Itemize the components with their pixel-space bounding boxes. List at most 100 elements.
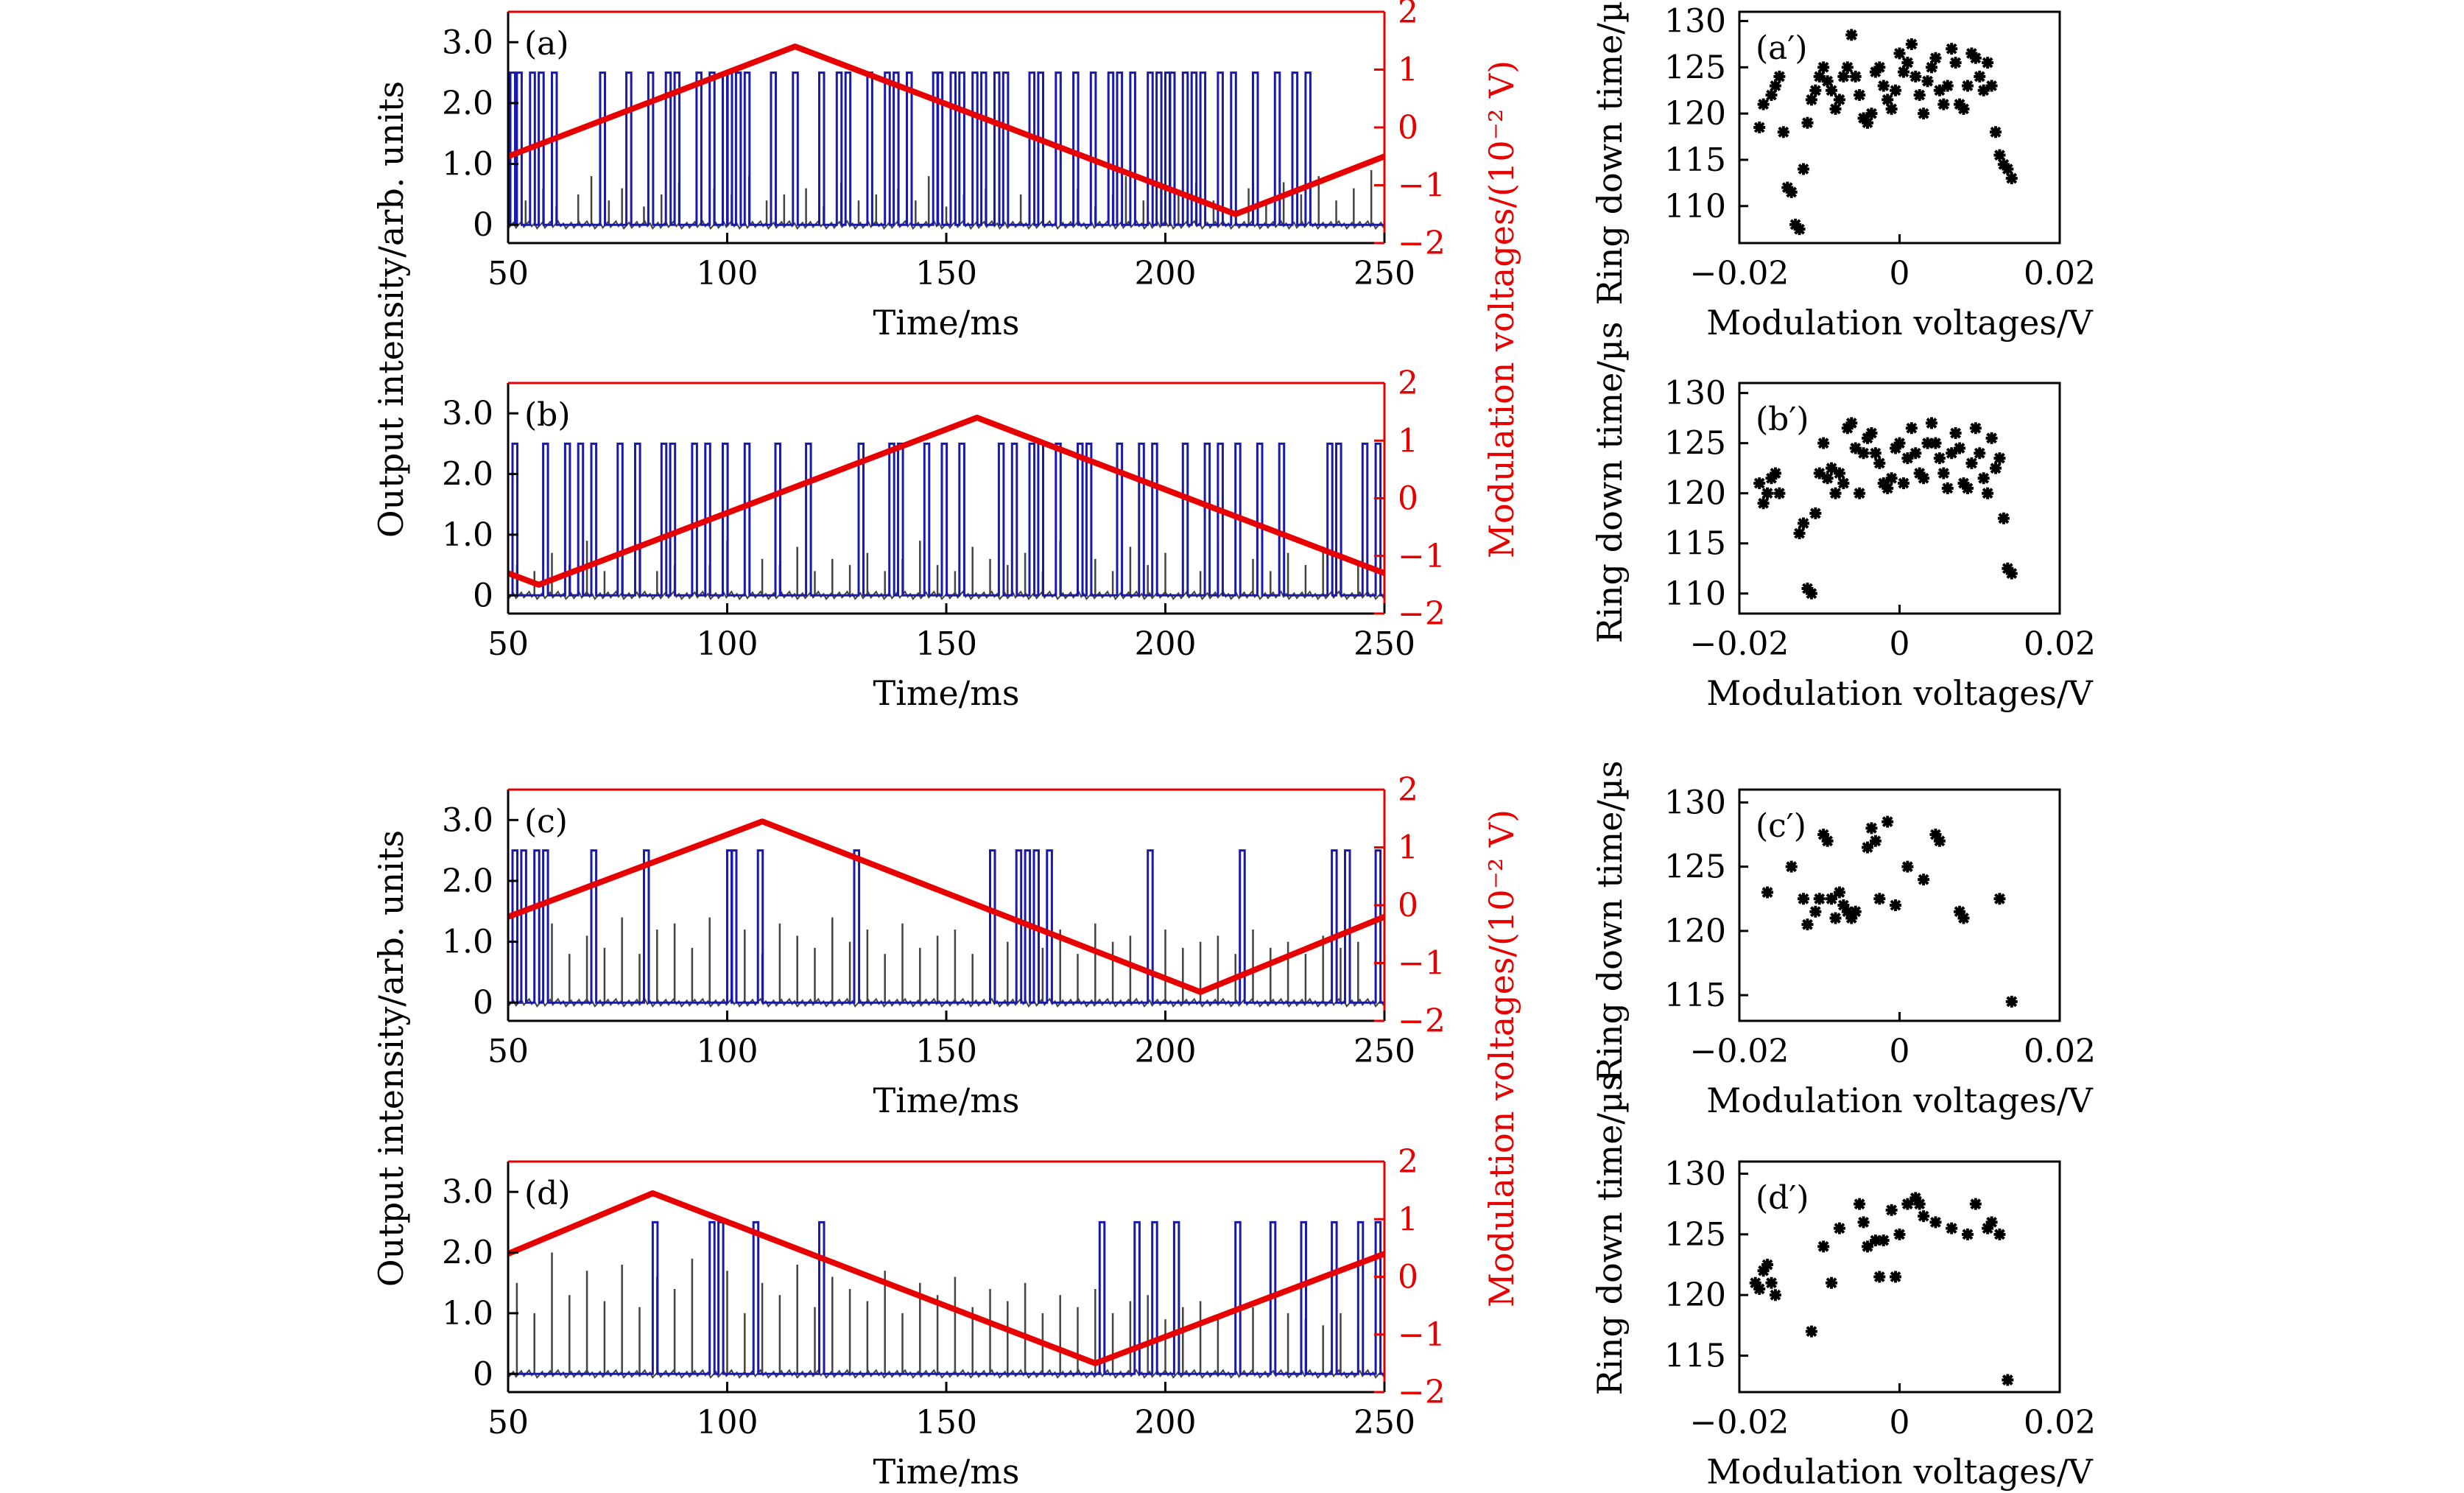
x-tick-label: 150 <box>915 1404 977 1441</box>
y2-tick-label: 1 <box>1398 52 1418 89</box>
data-point <box>1841 905 1854 918</box>
x-tick-label: 0 <box>1890 625 1910 663</box>
shared-ylabel-right-top: Modulation voltages/(10⁻² V) <box>1482 60 1521 558</box>
shared-ylabel-left-top: Output intensity/arb. units <box>371 81 411 538</box>
y-tick-label: 0 <box>473 984 493 1022</box>
x-tick-label: 0 <box>1890 1033 1910 1070</box>
data-point <box>1826 84 1838 96</box>
x-tick-label: 150 <box>915 255 977 292</box>
data-point <box>1845 912 1858 924</box>
y2-tick-label: −1 <box>1398 945 1446 983</box>
data-point <box>1826 1276 1838 1289</box>
data-point <box>1753 1282 1766 1295</box>
data-point <box>1890 442 1902 454</box>
data-point <box>1985 1216 1998 1229</box>
x-tick-label: 100 <box>697 1033 758 1070</box>
x-axis-label-a_prime: Modulation voltages/V <box>1706 303 2093 342</box>
y-tick-label: 0 <box>473 577 493 614</box>
data-point <box>1985 432 1998 444</box>
intensity-noise-b <box>507 590 1384 601</box>
data-point <box>1921 75 1934 88</box>
x-tick-label: 250 <box>1354 1033 1415 1070</box>
y2-tick-label: −1 <box>1398 538 1446 575</box>
panel-d_prime <box>1738 1160 2061 1394</box>
data-point <box>1901 57 1914 69</box>
data-point <box>1865 427 1878 440</box>
data-point <box>1877 477 1890 490</box>
data-point <box>1841 61 1854 74</box>
panel-b <box>507 382 1386 615</box>
data-point <box>2005 172 2018 185</box>
data-point <box>1993 149 2006 161</box>
x-tick-label: 250 <box>1354 1404 1415 1441</box>
x-tick-label: 100 <box>697 1404 758 1441</box>
data-point <box>1974 447 1986 460</box>
data-point <box>1749 1276 1761 1289</box>
ringdown-ylabel-3: Ring down time/µs <box>1590 761 1630 1083</box>
y-tick-label: 125 <box>1664 849 1726 886</box>
data-point <box>1974 70 1986 82</box>
data-point <box>1990 462 2002 474</box>
data-point <box>1926 61 1937 74</box>
y2-tick-label: −2 <box>1398 595 1446 633</box>
x-tick-label: 0.02 <box>2024 1404 2096 1441</box>
data-point <box>1757 1265 1770 1277</box>
data-point <box>1817 61 1830 74</box>
data-point <box>1977 472 1990 485</box>
y-tick-label: 115 <box>1664 141 1726 179</box>
data-point <box>1957 102 1970 115</box>
data-point <box>1977 84 1990 96</box>
data-point <box>1882 482 1894 494</box>
data-point <box>1769 80 1781 92</box>
data-point <box>1765 89 1778 102</box>
y-tick-label: 115 <box>1664 525 1726 563</box>
ringdown-gate-trace-a <box>508 71 1384 226</box>
data-point <box>1873 1271 1886 1283</box>
data-point <box>1946 1222 1958 1234</box>
data-point <box>1865 822 1878 835</box>
y-tick-label: 120 <box>1664 1276 1726 1314</box>
data-point <box>2002 163 2014 175</box>
x-tick-label: 100 <box>697 625 758 663</box>
data-point <box>1785 860 1798 873</box>
y-tick-label: 2.0 <box>442 863 493 900</box>
data-point <box>1862 432 1873 444</box>
data-point <box>1933 84 1946 96</box>
data-point <box>1813 467 1826 479</box>
data-point <box>1897 477 1909 490</box>
y-tick-label: 125 <box>1664 49 1726 86</box>
data-point <box>1905 422 1918 435</box>
data-point <box>1826 893 1838 905</box>
data-point <box>1918 472 1930 485</box>
ringdown-ylabel-1: Ring down time/µs <box>1590 0 1630 305</box>
data-point <box>1941 80 1954 92</box>
data-point <box>1882 94 1894 106</box>
data-point <box>1805 587 1817 600</box>
y-tick-label: 0 <box>473 206 493 244</box>
y-tick-label: 110 <box>1664 575 1726 613</box>
data-point <box>1801 918 1814 931</box>
ringdown-ylabel-2: Ring down time/µs <box>1590 322 1630 644</box>
data-point <box>1982 1222 1994 1234</box>
data-point <box>1829 487 1842 499</box>
data-point <box>1893 47 1906 60</box>
data-point <box>1937 98 1950 110</box>
y-tick-label: 1.0 <box>442 924 493 961</box>
data-point <box>1937 467 1950 479</box>
data-point <box>1993 452 2006 465</box>
x-tick-label: 200 <box>1135 1033 1197 1070</box>
data-point <box>1817 437 1830 449</box>
modulation-ramp-d <box>507 1190 1386 1366</box>
y-tick-label: 2.0 <box>442 456 493 493</box>
data-point <box>1949 57 1962 69</box>
y2-tick-label: 2 <box>1398 365 1418 402</box>
x-tick-label: 50 <box>487 255 529 292</box>
y-tick-label: 1.0 <box>442 516 493 554</box>
data-point <box>1969 422 1982 435</box>
data-point <box>1941 482 1954 494</box>
y2-tick-label: −2 <box>1398 1002 1446 1040</box>
panel-a <box>507 10 1386 245</box>
y-tick-label: 110 <box>1664 188 1726 225</box>
data-point <box>1801 582 1814 594</box>
data-point <box>1761 487 1774 499</box>
